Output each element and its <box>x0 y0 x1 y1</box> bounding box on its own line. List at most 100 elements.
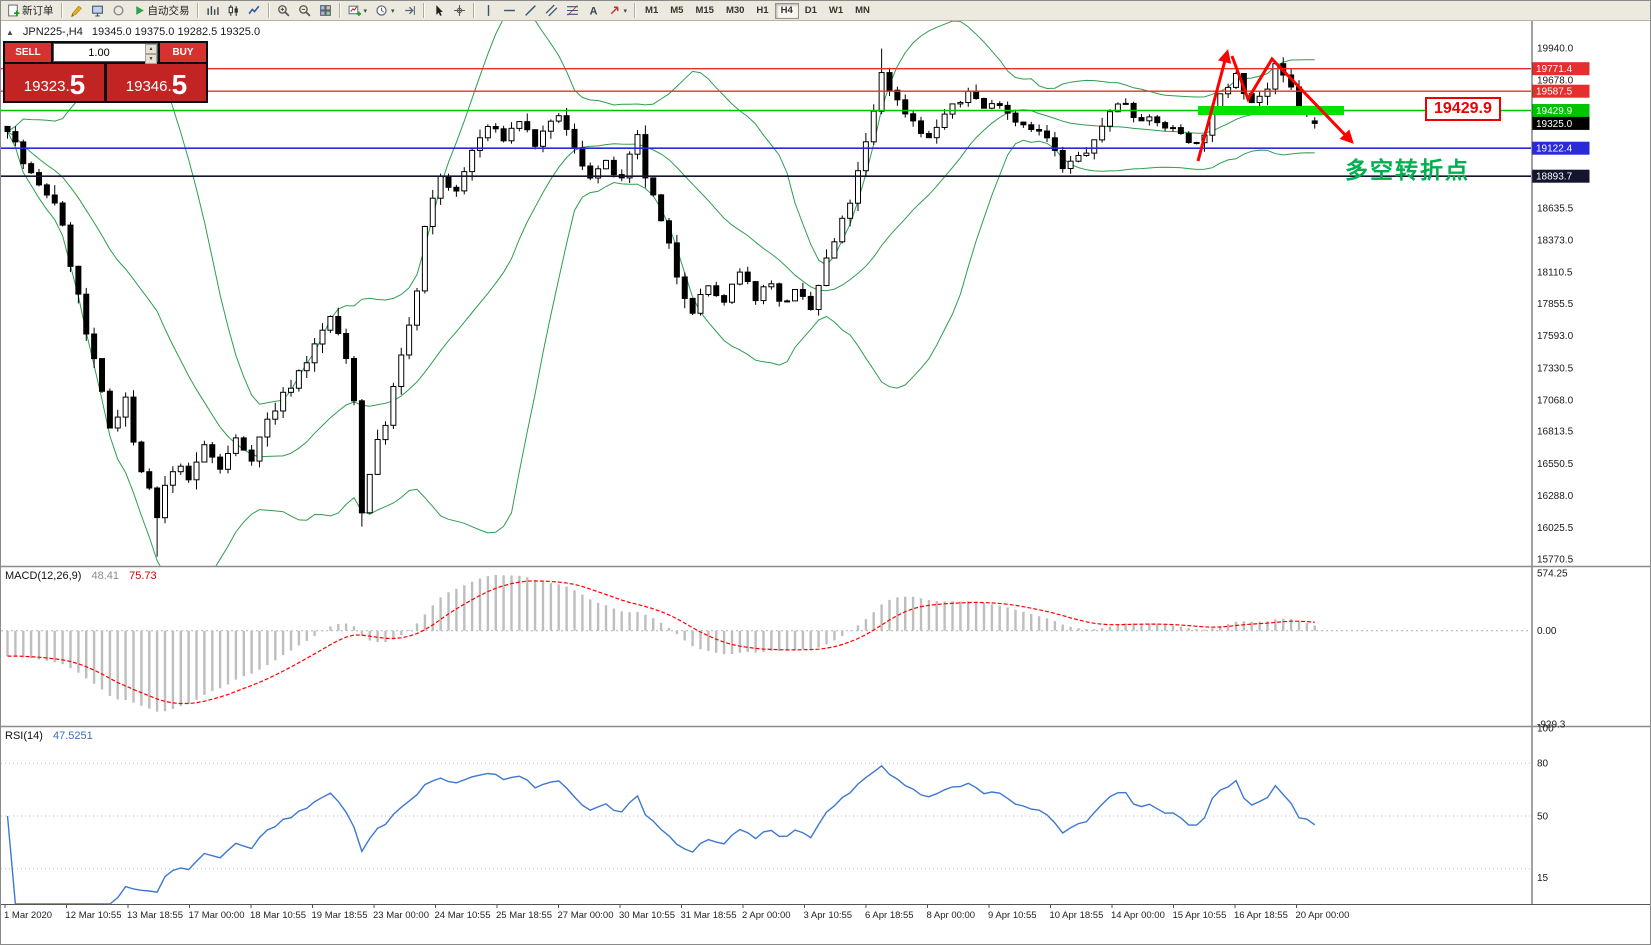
one-click-collapse-icon[interactable]: ▲ <box>6 27 14 37</box>
horizontal-line-button[interactable] <box>499 2 520 20</box>
charts-toolbar-button[interactable] <box>66 2 87 20</box>
price-level-label: 19429.9 <box>1536 106 1573 117</box>
price-level-label: 19325.0 <box>1536 119 1573 130</box>
highlight-bar[interactable] <box>1198 106 1344 115</box>
price-tick-label: 16550.5 <box>1537 459 1574 470</box>
sell-price-main: 19323. <box>23 78 70 95</box>
price-tick-label: 17855.5 <box>1537 299 1574 310</box>
macd-axis-label: -929.3 <box>1537 720 1566 731</box>
time-tick-label: 23 Mar 00:00 <box>373 910 429 921</box>
fibonacci-retracement-button[interactable] <box>562 2 583 20</box>
candlestick-chart-button[interactable] <box>223 2 244 20</box>
vertical-line-button[interactable] <box>478 2 499 20</box>
price-tick-label: 18635.5 <box>1537 203 1574 214</box>
macd-main-value: 48.41 <box>91 570 120 582</box>
price-tick-label: 19678.0 <box>1537 76 1574 87</box>
turning-point-note[interactable]: 多空转折点 <box>1345 157 1470 183</box>
trend-arrows[interactable] <box>1196 49 1354 162</box>
price-tick-label: 18373.0 <box>1537 236 1574 247</box>
price-axis[interactable]: 19940.0 19678.0 18635.5 18373.0 18110.5 17855… <box>1531 21 1590 904</box>
tile-windows-button[interactable] <box>315 2 336 20</box>
candles-icon <box>228 5 238 16</box>
timeframe-m1-button[interactable]: M1 <box>645 5 659 16</box>
rsi-axis-label: 15 <box>1537 873 1549 884</box>
bar-chart-button[interactable] <box>202 2 223 20</box>
price-tick-label: 17068.0 <box>1537 396 1574 407</box>
timeframe-m15-button[interactable]: M15 <box>695 5 714 16</box>
zoom-out-button[interactable] <box>294 2 315 20</box>
arrow-tools-button[interactable]: ▾ <box>604 2 632 20</box>
macd-label: MACD(12,26,9) 48.41 75.73 <box>5 570 157 582</box>
vline-icon <box>487 5 489 16</box>
candles <box>4 48 1318 557</box>
time-tick-label: 8 Apr 00:00 <box>927 910 976 921</box>
play-icon <box>135 6 144 15</box>
period-selector-button[interactable]: ▾ <box>371 2 399 20</box>
buy-button[interactable]: BUY <box>160 43 206 62</box>
text-icon: A <box>589 5 597 17</box>
timeframe-h4-button[interactable]: H4 <box>774 2 799 19</box>
buy-price-button[interactable]: 19346. 5 <box>107 64 206 101</box>
line-chart-button[interactable] <box>244 2 265 20</box>
new-order-button[interactable]: 新订单 <box>3 2 58 20</box>
zoom-in-button[interactable] <box>273 2 294 20</box>
volume-input[interactable] <box>54 44 144 61</box>
dropdown-caret-icon: ▾ <box>363 7 368 15</box>
trendline-button[interactable] <box>520 2 541 20</box>
time-tick-label: 16 Apr 18:55 <box>1234 910 1288 921</box>
time-tick-label: 9 Apr 10:55 <box>988 910 1037 921</box>
crosshair-button[interactable] <box>449 2 470 20</box>
linechart-icon <box>247 5 259 15</box>
cursor-button[interactable] <box>428 2 449 20</box>
dropdown-caret-icon: ▾ <box>391 7 395 15</box>
new-chart-button[interactable]: ▾ <box>344 2 372 20</box>
profiles-button[interactable] <box>87 2 108 20</box>
volume-up-button[interactable]: ▲ <box>145 44 157 54</box>
rsi-axis-label: 80 <box>1537 759 1549 770</box>
rsi-axis-label: 50 <box>1537 812 1549 823</box>
price-tick-label: 19940.0 <box>1537 44 1574 55</box>
time-tick-label: 13 Mar 18:55 <box>127 910 183 921</box>
sell-button[interactable]: SELL <box>5 43 51 62</box>
price-level-box <box>1532 116 1590 130</box>
toolbar-separator <box>60 3 63 18</box>
timeframe-mn-button[interactable]: MN <box>855 5 870 16</box>
timeframe-m30-button[interactable]: M30 <box>725 5 745 16</box>
chart-shift-button[interactable] <box>399 2 420 20</box>
chart-plus-icon <box>348 5 361 16</box>
timeframe-d1-button[interactable]: D1 <box>804 5 817 16</box>
price-tick-label: 15770.5 <box>1537 555 1574 566</box>
up-arrow[interactable] <box>1196 49 1232 162</box>
price-callout[interactable]: 19429.9 <box>1425 97 1501 121</box>
rsi-label: RSI(14) 47.5251 <box>5 730 93 742</box>
volume-down-button[interactable]: ▼ <box>145 54 157 64</box>
time-tick-label: 30 Mar 10:55 <box>619 910 675 921</box>
timeframe-w1-button[interactable]: W1 <box>828 5 844 16</box>
volume-spinners: ▲ ▼ <box>145 44 157 64</box>
timeframe-h1-button[interactable]: H1 <box>756 5 769 16</box>
one-click-trading-panel: SELL ▲ ▼ BUY 19323. 5 19346. 5 <box>3 41 208 103</box>
zigzag-arrow[interactable] <box>1230 55 1354 144</box>
price-level-label: 19771.4 <box>1536 64 1573 75</box>
equidistant-channel-button[interactable] <box>541 2 562 20</box>
time-axis[interactable]: 1 Mar 2020 12 Mar 10:55 13 Mar 18:55 17 Mar… <box>1 904 1651 921</box>
circle-icon <box>112 5 124 16</box>
text-label-button[interactable]: A <box>583 2 604 20</box>
time-tick-label: 31 Mar 18:55 <box>681 910 737 921</box>
expert-advisors-button[interactable] <box>108 2 129 20</box>
toolbar-separator <box>338 3 341 18</box>
ohlc-values: 19345.0 19375.0 19282.5 19325.0 <box>91 26 261 38</box>
buy-price-main: 19346. <box>125 78 172 95</box>
zoom-in-icon <box>277 5 290 17</box>
toolbar-separator <box>472 3 475 18</box>
monitor-icon <box>91 5 103 17</box>
timeframe-m5-button[interactable]: M5 <box>670 5 684 16</box>
auto-trading-button[interactable]: 自动交易 <box>129 2 194 20</box>
sell-price-button[interactable]: 19323. 5 <box>5 64 104 101</box>
rsi-title: RSI(14) <box>5 730 43 742</box>
volume-box: ▲ ▼ <box>53 43 158 64</box>
price-tick-label: 17330.5 <box>1537 363 1574 374</box>
macd-histogram <box>6 574 1316 712</box>
price-tick-label: 18110.5 <box>1537 268 1573 279</box>
